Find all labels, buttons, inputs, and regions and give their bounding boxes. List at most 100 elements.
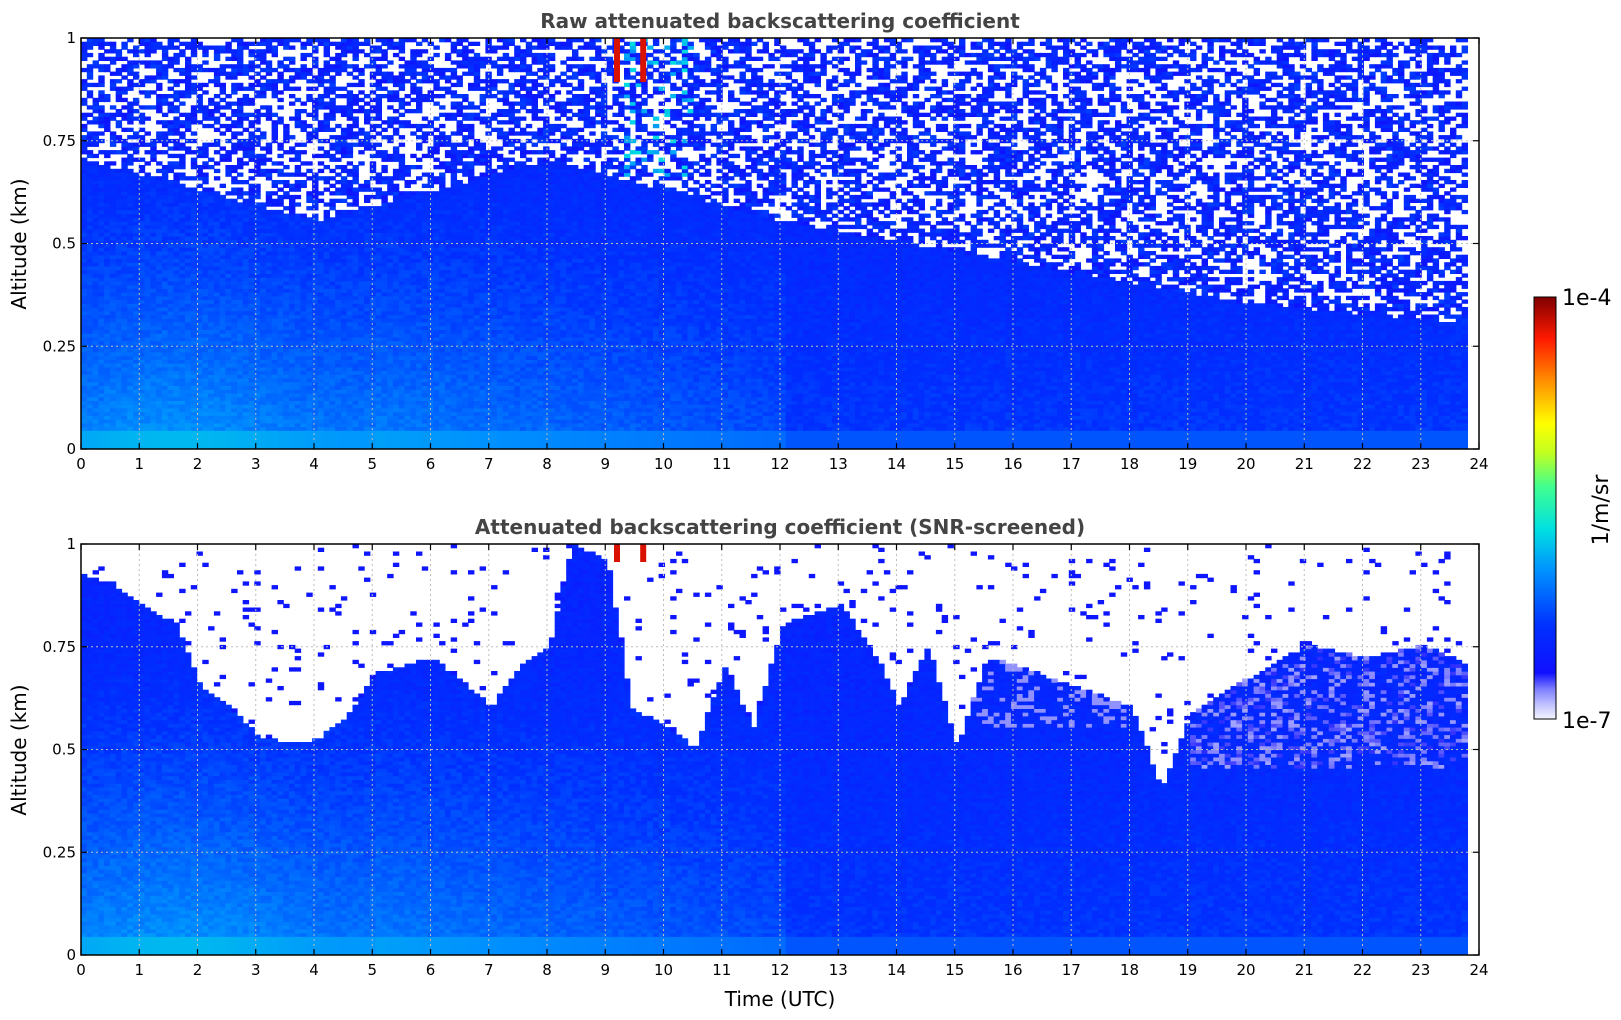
heatmap-cell bbox=[185, 382, 191, 386]
heatmap-cell bbox=[324, 352, 330, 356]
heatmap-cell bbox=[272, 135, 278, 139]
heatmap-cell bbox=[173, 244, 179, 248]
heatmap-cell bbox=[353, 199, 359, 203]
heatmap-cell bbox=[260, 315, 266, 319]
heatmap-cell bbox=[93, 165, 99, 169]
heatmap-cell bbox=[93, 277, 99, 281]
heatmap-cell bbox=[87, 72, 93, 76]
heatmap-cell bbox=[127, 217, 133, 221]
heatmap-cell bbox=[156, 393, 162, 397]
heatmap-cell bbox=[243, 341, 249, 345]
heatmap-cell bbox=[393, 329, 399, 333]
heatmap-cell bbox=[156, 161, 162, 165]
heatmap-cell bbox=[272, 419, 278, 423]
heatmap-cell bbox=[104, 359, 110, 363]
heatmap-cell bbox=[376, 356, 382, 360]
heatmap-cell bbox=[289, 277, 295, 281]
heatmap-cell bbox=[249, 423, 255, 427]
heatmap-cell bbox=[341, 434, 347, 438]
heatmap-cell bbox=[150, 442, 156, 446]
heatmap-cell bbox=[364, 359, 370, 363]
heatmap-cell bbox=[312, 79, 318, 83]
heatmap-cell bbox=[243, 281, 249, 285]
heatmap-cell bbox=[358, 251, 364, 255]
heatmap-cell bbox=[98, 356, 104, 360]
heatmap-cell bbox=[156, 438, 162, 442]
heatmap-cell bbox=[225, 348, 231, 352]
heatmap-cell bbox=[260, 386, 266, 390]
heatmap-cell bbox=[173, 225, 179, 229]
heatmap-cell bbox=[202, 46, 208, 50]
heatmap-cell bbox=[289, 382, 295, 386]
heatmap-cell bbox=[301, 300, 307, 304]
heatmap-cell bbox=[353, 120, 359, 124]
heatmap-cell bbox=[116, 150, 122, 154]
heatmap-cell bbox=[202, 348, 208, 352]
heatmap-cell bbox=[87, 191, 93, 195]
heatmap-cell bbox=[381, 214, 387, 218]
heatmap-cell bbox=[231, 419, 237, 423]
heatmap-cell bbox=[277, 236, 283, 240]
heatmap-cell bbox=[133, 430, 139, 434]
heatmap-cell bbox=[364, 143, 370, 147]
heatmap-cell bbox=[116, 400, 122, 404]
heatmap-cell bbox=[364, 382, 370, 386]
heatmap-cell bbox=[168, 60, 174, 64]
heatmap-cell bbox=[150, 206, 156, 210]
heatmap-cell bbox=[104, 113, 110, 117]
heatmap-cell bbox=[145, 367, 151, 371]
heatmap-cell bbox=[145, 292, 151, 296]
heatmap-cell bbox=[277, 404, 283, 408]
heatmap-cell bbox=[110, 46, 116, 50]
heatmap-cell bbox=[104, 303, 110, 307]
heatmap-cell bbox=[150, 367, 156, 371]
heatmap-cell bbox=[370, 146, 376, 150]
heatmap-cell bbox=[81, 113, 87, 117]
heatmap-cell bbox=[370, 206, 376, 210]
heatmap-cell bbox=[156, 292, 162, 296]
heatmap-cell bbox=[376, 94, 382, 98]
heatmap-cell bbox=[347, 296, 353, 300]
heatmap-cell bbox=[150, 397, 156, 401]
heatmap-cell bbox=[133, 244, 139, 248]
heatmap-cell bbox=[353, 300, 359, 304]
heatmap-cell bbox=[277, 247, 283, 251]
heatmap-cell bbox=[214, 337, 220, 341]
heatmap-cell bbox=[260, 169, 266, 173]
heatmap-cell bbox=[381, 307, 387, 311]
heatmap-cell bbox=[353, 363, 359, 367]
heatmap-cell bbox=[341, 128, 347, 132]
heatmap-cell bbox=[306, 434, 312, 438]
heatmap-cell bbox=[347, 363, 353, 367]
heatmap-cell bbox=[173, 229, 179, 233]
heatmap-cell bbox=[249, 135, 255, 139]
heatmap-cell bbox=[364, 232, 370, 236]
heatmap-cell bbox=[121, 285, 127, 289]
heatmap-cell bbox=[225, 356, 231, 360]
heatmap-cell bbox=[208, 397, 214, 401]
heatmap-cell bbox=[260, 367, 266, 371]
heatmap-cell bbox=[191, 322, 197, 326]
heatmap-cell bbox=[145, 42, 151, 46]
heatmap-cell bbox=[191, 419, 197, 423]
heatmap-cell bbox=[376, 57, 382, 61]
heatmap-cell bbox=[220, 427, 226, 431]
heatmap-cell bbox=[249, 87, 255, 91]
heatmap-cell bbox=[364, 273, 370, 277]
heatmap-cell bbox=[376, 363, 382, 367]
heatmap-cell bbox=[364, 117, 370, 121]
heatmap-cell bbox=[150, 434, 156, 438]
heatmap-cell bbox=[353, 109, 359, 113]
heatmap-cell bbox=[139, 206, 145, 210]
heatmap-cell bbox=[208, 210, 214, 214]
heatmap-cell bbox=[202, 154, 208, 158]
heatmap-cell bbox=[329, 184, 335, 188]
heatmap-cell bbox=[139, 135, 145, 139]
heatmap-cell bbox=[347, 341, 353, 345]
heatmap-cell bbox=[260, 161, 266, 165]
heatmap-cell bbox=[98, 438, 104, 442]
heatmap-cell bbox=[243, 408, 249, 412]
heatmap-cell bbox=[376, 173, 382, 177]
heatmap-cell bbox=[329, 311, 335, 315]
heatmap-cell bbox=[370, 143, 376, 147]
